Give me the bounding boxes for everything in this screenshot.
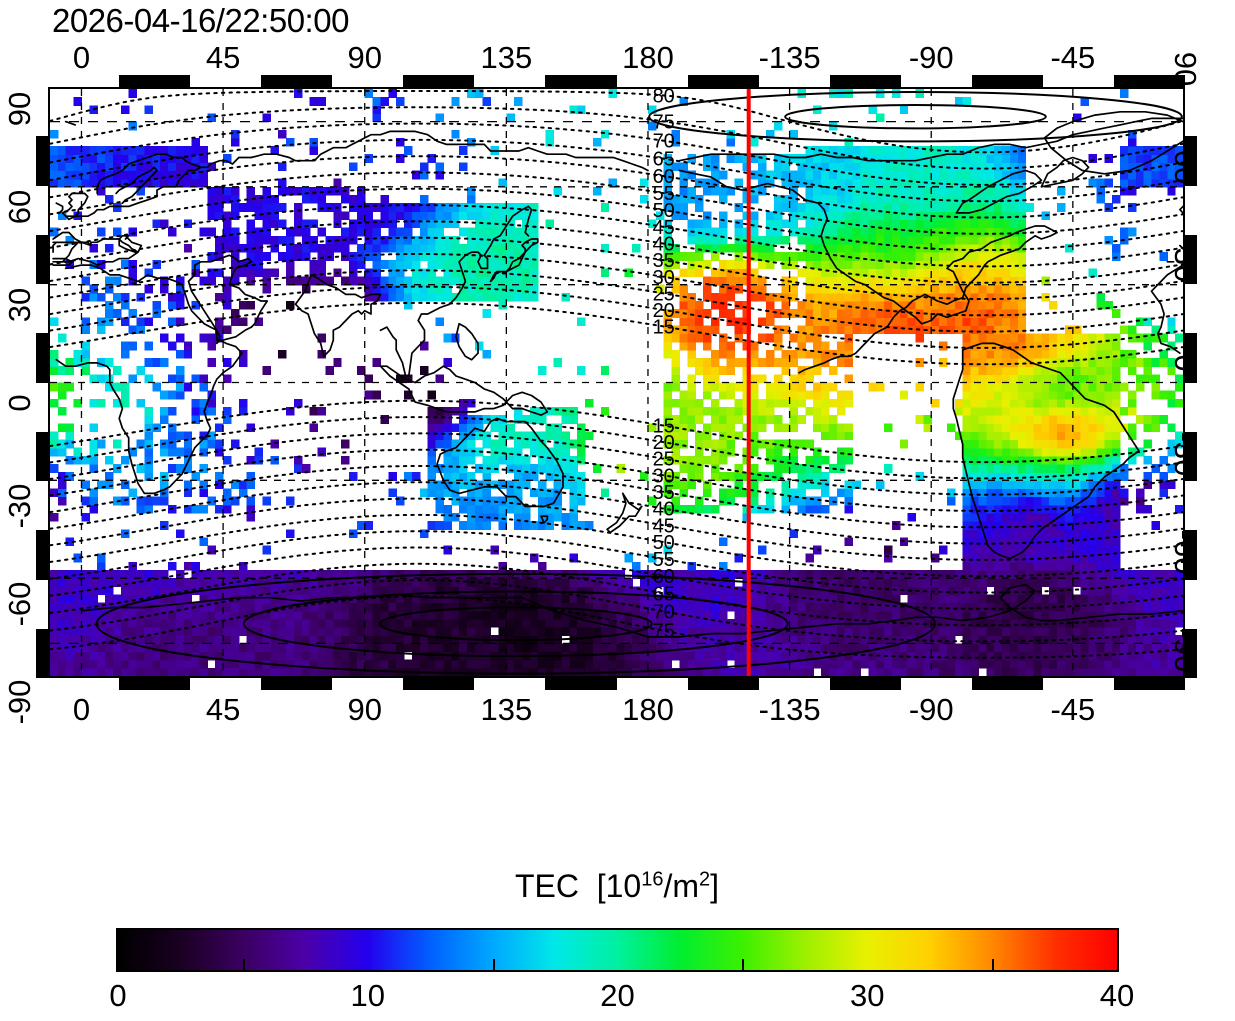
y-axis-label-right: -30 [1168, 431, 1203, 477]
axis-tickband-bottom [48, 678, 1185, 690]
x-axis-label-bottom: -45 [1050, 692, 1096, 727]
x-axis-label-top: 90 [347, 40, 382, 75]
x-axis-label-top: 180 [622, 40, 674, 75]
x-axis-label-top: -90 [908, 40, 954, 75]
colorbar-minor-tick [992, 959, 995, 970]
tick-segment [119, 75, 191, 87]
y-axis-label-right: 60 [1168, 149, 1203, 185]
tick-segment [261, 678, 333, 690]
tick-segment [1185, 628, 1197, 678]
colorbar-minor-tick [492, 959, 495, 970]
y-axis-label-left: 30 [2, 287, 37, 322]
x-axis-label-bottom: 90 [347, 692, 382, 727]
tick-segment [971, 678, 1043, 690]
magnetic-pole-contours [95, 91, 1183, 675]
x-axis-label-top: 45 [205, 40, 241, 75]
colorbar-title: TEC [1016/m2] [514, 868, 720, 904]
tick-segment [829, 75, 901, 87]
tick-segment [403, 75, 475, 87]
tec-map-canvas: 8075706560555045403530252015152025303540… [50, 89, 1183, 676]
y-axis-label-right: -60 [1168, 529, 1203, 575]
tick-segment [119, 678, 191, 690]
tick-segment [36, 333, 48, 383]
tick-segment [36, 530, 48, 580]
colorbar-tick-label: 40 [1099, 978, 1135, 1013]
colorbar-minor-tick [742, 959, 745, 970]
x-axis-label-bottom: -135 [758, 692, 821, 727]
y-axis-label-left: 0 [2, 393, 37, 412]
x-axis-label-top: 0 [72, 40, 91, 75]
tec-map-plot[interactable]: 80 75 70 65 60 55 50 45 40 35 30 25 20 15 15 20 25 30 35 40… [48, 87, 1185, 678]
y-axis-label-left: -90 [2, 679, 37, 725]
colorbar[interactable] [116, 928, 1119, 972]
y-axis-label-right: 0 [1168, 353, 1203, 372]
colorbar-tick-label: 0 [109, 978, 127, 1013]
x-axis-label-bottom: 45 [205, 692, 241, 727]
magnetic-latitude-labels: 8075706560555045403530252015152025303540… [653, 89, 675, 643]
tick-segment [261, 75, 333, 87]
colorbar-gradient [118, 930, 1117, 970]
tick-segment [1185, 136, 1197, 186]
y-axis-label-left: -30 [2, 483, 37, 529]
x-axis-label-bottom: -90 [908, 692, 954, 727]
x-axis-label-top: 135 [480, 40, 533, 75]
y-axis-label-left: 90 [2, 91, 37, 127]
tick-segment [545, 678, 617, 690]
tick-segment [1113, 678, 1185, 690]
colorbar-tick-label: 30 [850, 978, 885, 1013]
tick-segment [1185, 333, 1197, 383]
geographic-grid [50, 89, 1183, 676]
tick-segment [403, 678, 475, 690]
tick-segment [687, 75, 759, 87]
axis-tickband-right [1185, 87, 1197, 678]
tick-segment [687, 678, 759, 690]
tick-segment [1185, 530, 1197, 580]
tick-segment [1113, 75, 1185, 87]
tick-segment [36, 431, 48, 481]
tec-field [50, 89, 1183, 676]
x-axis-label-top: -135 [758, 40, 821, 75]
tick-segment [36, 136, 48, 186]
y-axis-label-right: -90 [1168, 627, 1203, 673]
y-axis-label-left: 60 [2, 189, 37, 225]
x-axis-label-top: -45 [1050, 40, 1096, 75]
coastlines [53, 110, 1183, 638]
tick-segment [1185, 431, 1197, 481]
tick-segment [829, 678, 901, 690]
y-axis-label-right: 90 [1168, 51, 1203, 87]
colorbar-tick-label: 20 [600, 978, 635, 1013]
x-axis-label-bottom: 0 [72, 692, 91, 727]
magnetic-latitude-contours [50, 90, 1183, 659]
x-axis-label-bottom: 135 [480, 692, 533, 727]
colorbar-minor-tick [242, 959, 245, 970]
page-title: 2026-04-16/22:50:00 [52, 2, 349, 39]
tick-segment [1185, 234, 1197, 284]
x-axis-label-bottom: 180 [622, 692, 674, 727]
y-axis-label-left: -60 [2, 581, 37, 627]
tick-segment [36, 234, 48, 284]
y-axis-label-right: 30 [1168, 247, 1203, 282]
colorbar-tick-label: 10 [350, 978, 385, 1013]
tick-segment [36, 628, 48, 678]
tick-segment [545, 75, 617, 87]
axis-tickband-top [48, 75, 1185, 87]
tick-segment [971, 75, 1043, 87]
axis-tickband-left [36, 87, 48, 678]
